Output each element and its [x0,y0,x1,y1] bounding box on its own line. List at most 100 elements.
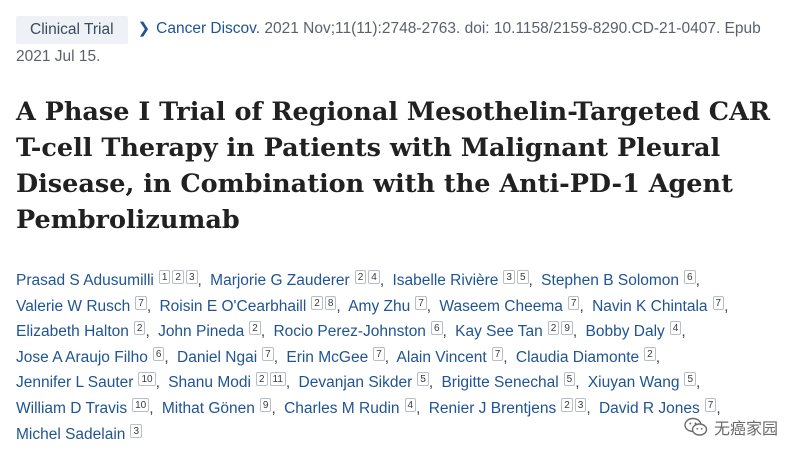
author-name-link[interactable]: Shanu Modi [168,374,251,392]
affiliation-button[interactable]: 9 [561,321,573,336]
affiliation-button[interactable]: 11 [269,372,286,387]
author-name-link[interactable]: Devanjan Sikder [298,374,413,392]
author-item: Amy Zhu 7 [348,295,427,315]
author-item: Devanjan Sikder 5 [298,372,429,392]
author-name-link[interactable]: David R Jones [598,399,700,417]
author-item: Mithat Gönen 9 [161,397,272,417]
affiliation-button[interactable]: 1 [158,270,171,284]
author-name-link[interactable]: Amy Zhu [348,297,411,315]
author-name-link[interactable]: Xiuyan Wang [587,374,680,392]
author-item: Valerie W Rusch 7 [16,295,147,315]
affiliation-button[interactable]: 2 [311,295,323,310]
author-separator: , [336,297,341,315]
author-item: Waseem Cheema 7 [439,295,580,315]
citation-row: Clinical Trial ❯ Cancer Discov. 2021 Nov;1… [16,16,791,70]
author-name-link[interactable]: Claudia Diamonte [515,348,640,366]
affiliation-button[interactable]: 7 [567,295,580,310]
affiliation-button[interactable]: 7 [373,346,385,361]
affiliation-button[interactable]: 5 [684,372,697,387]
affiliation-button[interactable]: 2 [644,346,656,361]
author-name-link[interactable]: John Pineda [158,323,245,341]
affiliation-button[interactable]: 8 [324,295,337,310]
author-name-link[interactable]: Renier J Brentjens [428,399,557,417]
author-name-link[interactable]: Erin McGee [286,348,369,366]
affiliation-button[interactable]: 7 [712,295,725,310]
affiliation-button[interactable]: 5 [563,372,576,387]
author-name-link[interactable]: Brigitte Senechal [441,374,559,392]
author-name-link[interactable]: Jennifer L Sauter [16,374,134,392]
publication-type-badge: Clinical Trial [16,16,128,44]
author-name-link[interactable]: Valerie W Rusch [16,297,131,315]
author-separator: , [655,348,661,366]
author-name-link[interactable]: Isabelle Rivière [392,272,499,289]
author-name-link[interactable]: Elizabeth Halton [16,323,129,341]
affiliation-button[interactable]: 4 [669,321,682,336]
author-name-link[interactable]: Jose A Araujo Filho [16,348,148,366]
affiliation-button[interactable]: 6 [684,270,696,284]
affiliation-button[interactable]: 7 [704,397,717,412]
author-item: Jose A Araujo Filho 6 [16,346,165,366]
affiliation-button[interactable]: 4 [368,270,380,284]
author-item: David R Jones 7 [598,397,717,417]
affiliation-button[interactable]: 5 [417,372,429,387]
author-separator: , [164,348,169,366]
author-name-link[interactable]: Charles M Rudin [284,399,400,417]
author-item: Marjorie G Zauderer 2 4 [210,270,380,289]
affiliation-button[interactable]: 2 [172,270,184,284]
affiliation-button[interactable]: 6 [152,346,165,361]
author-separator: , [716,399,721,417]
affiliation-button[interactable]: 6 [430,321,443,336]
author-separator: , [572,323,578,341]
affiliation-button[interactable]: 3 [130,423,142,438]
author-name-link[interactable]: Roisin E O'Cearbhaill [159,297,307,315]
affiliation-button[interactable]: 2 [255,372,268,387]
affiliation-button[interactable]: 7 [491,346,504,361]
author-name-link[interactable]: Marjorie G Zauderer [210,272,350,289]
watermark-text: 无癌家园 [713,419,778,438]
author-item: Charles M Rudin 4 [284,397,417,417]
author-name-link[interactable]: Navin K Chintala [592,297,708,315]
author-name-link[interactable]: Rocio Perez-Johnston [273,323,426,341]
affiliation-button[interactable]: 3 [185,270,198,284]
author-name-link[interactable]: Michel Sadelain [16,425,126,443]
affiliation-button[interactable]: 10 [138,372,156,387]
affiliation-button[interactable]: 7 [262,346,274,361]
author-separator: , [442,323,447,341]
affiliation-button[interactable]: 7 [415,295,427,310]
author-name-link[interactable]: Prasad S Adusumilli [16,272,154,289]
affiliation-button[interactable]: 2 [561,397,573,412]
author-item: Erin McGee 7 [286,346,385,366]
author-name-link[interactable]: Kay See Tan [455,323,543,341]
affiliation-button[interactable]: 2 [249,321,261,336]
author-separator: , [724,297,729,315]
affiliation-button[interactable]: 7 [135,295,147,310]
chevron-right-icon: ❯ [137,20,151,37]
journal-link[interactable]: Cancer Discov. [156,20,261,37]
author-name-link[interactable]: Daniel Ngai [177,348,258,366]
affiliation-button[interactable]: 2 [354,270,367,284]
author-name-link[interactable]: William D Travis [16,399,128,417]
affiliation-button[interactable]: 10 [132,397,150,412]
author-separator: , [149,399,154,417]
author-separator: , [503,348,508,366]
author-name-link[interactable]: Bobby Daly [585,323,665,341]
author-name-link[interactable]: Mithat Gönen [161,399,255,417]
affiliation-button[interactable]: 3 [503,270,515,284]
author-name-link[interactable]: Waseem Cheema [439,297,563,315]
author-item: Jennifer L Sauter 10 [16,372,156,392]
affiliation-button[interactable]: 4 [404,397,417,412]
author-name-link[interactable]: Stephen B Solomon [541,272,680,289]
affiliation-button[interactable]: 5 [516,270,529,284]
affiliation-button[interactable]: 2 [547,321,560,336]
article-title: A Phase I Trial of Regional Mesothelin-T… [16,97,771,235]
author-separator: , [695,272,700,289]
author-item: Alain Vincent 7 [396,346,504,366]
author-separator: , [379,272,385,289]
author-item: Brigitte Senechal 5 [441,372,576,392]
affiliation-button[interactable]: 3 [574,397,587,412]
author-separator: , [575,374,580,392]
affiliation-button[interactable]: 2 [133,321,146,336]
author-item: Daniel Ngai 7 [177,346,274,366]
author-name-link[interactable]: Alain Vincent [396,348,487,366]
affiliation-button[interactable]: 9 [259,397,272,412]
